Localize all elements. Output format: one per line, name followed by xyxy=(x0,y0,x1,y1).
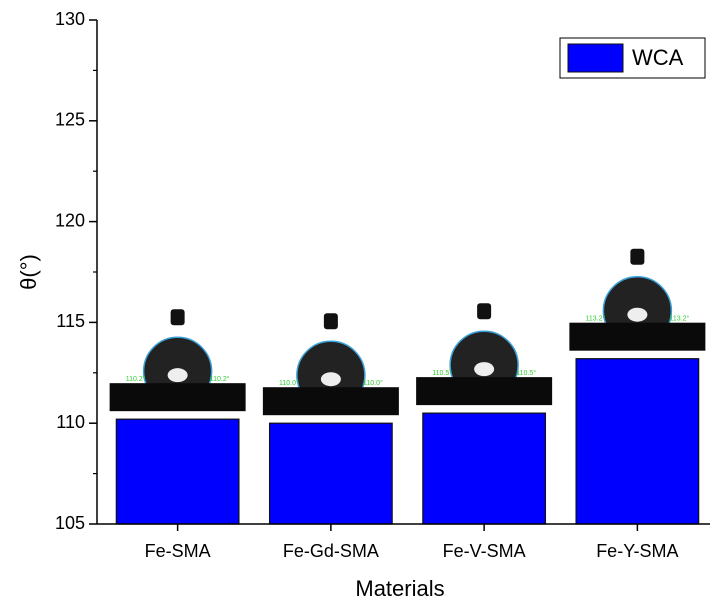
droplet-image: 113.2° 113.2° xyxy=(569,249,705,351)
droplet-image: 110.2° 110.2° xyxy=(110,309,246,411)
chart: Materials θ(°) 105 110 115 120 125 130 Fe-SMA 1… xyxy=(0,0,712,604)
substrate xyxy=(569,323,705,351)
substrate xyxy=(416,377,552,405)
y-tick-label: 120 xyxy=(55,210,85,230)
droplet-image: 110.0° 110.0° xyxy=(263,313,399,415)
x-tick-label: Fe-V-SMA xyxy=(443,541,526,561)
substrate xyxy=(110,383,246,411)
y-tick-label: 105 xyxy=(55,513,85,533)
droplet-angle-label: 113.2° xyxy=(585,315,605,323)
legend-swatch xyxy=(568,44,623,72)
x-axis-label: Materials xyxy=(355,576,444,601)
y-tick-label: 110 xyxy=(56,412,85,432)
droplet-angle-label: 110.0° xyxy=(279,379,299,387)
x-tick-label: Fe-SMA xyxy=(145,541,211,561)
droplet-angle-label: 110.0° xyxy=(363,379,383,387)
needle xyxy=(324,313,338,329)
droplet-angle-label: 110.2° xyxy=(210,375,230,383)
needle xyxy=(630,249,644,265)
y-tick-label: 115 xyxy=(56,311,85,331)
needle xyxy=(171,309,185,325)
droplet-angle-label: 110.5° xyxy=(516,369,536,377)
x-tick-label: Fe-Y-SMA xyxy=(596,541,678,561)
bar xyxy=(423,413,546,524)
droplet-highlight xyxy=(474,362,494,376)
bar xyxy=(576,359,699,524)
droplet-highlight xyxy=(321,372,341,386)
x-tick-label: Fe-Gd-SMA xyxy=(283,541,379,561)
y-tick-label: 130 xyxy=(55,9,85,29)
bar xyxy=(116,419,239,524)
needle xyxy=(477,303,491,319)
droplet-image: 110.5° 110.5° xyxy=(416,303,552,405)
droplet-angle-label: 110.2° xyxy=(126,375,146,383)
y-tick-label: 125 xyxy=(55,110,85,130)
y-axis-label: θ(°) xyxy=(16,254,41,290)
droplet-highlight xyxy=(168,368,188,382)
bar xyxy=(270,423,393,524)
substrate xyxy=(263,387,399,415)
droplet-highlight xyxy=(627,308,647,322)
droplet-angle-label: 110.5° xyxy=(432,369,452,377)
droplet-angle-label: 113.2° xyxy=(669,315,689,323)
legend-label: WCA xyxy=(632,45,684,70)
